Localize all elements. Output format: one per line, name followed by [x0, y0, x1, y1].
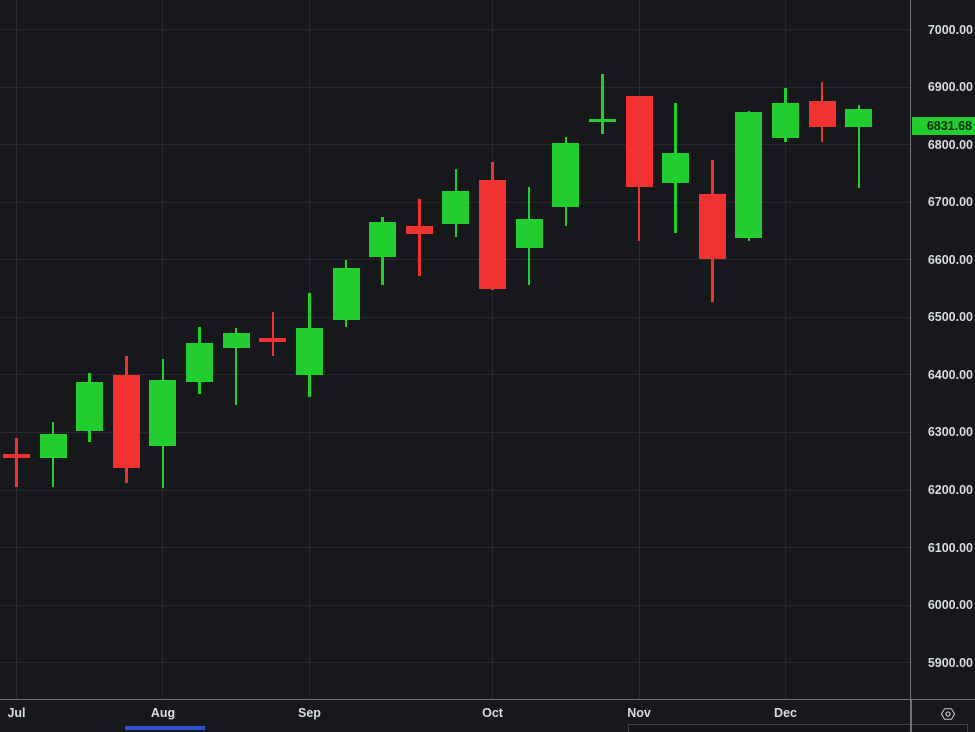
candle-body: [39, 433, 67, 458]
price-tick-label: 7000.00: [927, 22, 973, 37]
gear-icon: [940, 708, 956, 720]
candle-body: [222, 332, 250, 348]
time-tick-label: Aug: [150, 706, 176, 720]
candle-body: [772, 102, 800, 138]
gridline-vertical: [785, 0, 787, 699]
candle-wick: [234, 327, 238, 406]
candle-body: [588, 118, 616, 123]
candle-body: [405, 226, 433, 235]
candle-body: [515, 219, 543, 248]
candle-body: [259, 338, 287, 342]
price-tick-label: 6300.00: [927, 425, 973, 440]
price-scale-settings-button[interactable]: [934, 701, 962, 727]
gridline-horizontal: [0, 547, 910, 549]
candle-body: [186, 342, 214, 382]
gridline-horizontal: [0, 431, 910, 433]
candle-body: [552, 143, 580, 208]
gridline-vertical: [16, 0, 17, 699]
candle-body: [845, 108, 873, 127]
price-tick-label: 6800.00: [927, 137, 973, 152]
gridline-horizontal: [0, 144, 910, 146]
gridline-vertical: [162, 0, 164, 699]
price-tick-label: 6000.00: [927, 598, 973, 613]
candle-body: [808, 101, 836, 128]
candle-wick: [418, 199, 421, 277]
axis-corner-separator: [910, 699, 912, 732]
price-tick-label: 6900.00: [927, 80, 973, 95]
time-tick-label: Dec: [774, 706, 797, 720]
candle-body: [698, 193, 726, 259]
candle-wick: [601, 74, 604, 135]
bottom-panel-edge: [628, 724, 968, 732]
gridline-horizontal: [0, 489, 910, 491]
candle-body: [332, 267, 360, 320]
candle-wick: [857, 105, 860, 188]
candle-body: [442, 191, 470, 224]
candle-body: [149, 379, 177, 446]
price-tick-label: 6100.00: [927, 540, 973, 555]
time-tick-label: Nov: [627, 706, 651, 720]
time-tick-label: Oct: [482, 706, 503, 720]
candle-body: [735, 112, 763, 239]
candle-body: [295, 327, 323, 375]
gridline-vertical: [638, 0, 640, 699]
gridline-horizontal: [0, 662, 910, 664]
candle-wick: [271, 311, 275, 357]
bottom-blue-indicator: [125, 726, 205, 730]
candle-body: [76, 381, 104, 432]
candle-body: [662, 152, 690, 183]
gridline-horizontal: [0, 604, 910, 606]
price-tick-label: 6500.00: [927, 310, 973, 325]
candle-body: [625, 95, 653, 187]
chart-canvas[interactable]: [0, 0, 910, 699]
candle-body: [112, 374, 140, 468]
price-tick-label: 6400.00: [927, 367, 973, 382]
candle-body: [369, 221, 397, 258]
gridline-horizontal: [0, 316, 910, 318]
candle-body: [3, 454, 30, 458]
gridline-horizontal: [0, 259, 910, 261]
candle-wick: [15, 437, 18, 487]
price-tick-label: 5900.00: [927, 655, 973, 670]
price-axis[interactable]: 7000.00 6900.00 6800.00 6700.00 6600.00 6500.…: [910, 0, 975, 699]
candle-body: [479, 180, 507, 289]
price-tick-label: 6700.00: [927, 195, 973, 210]
gridline-horizontal: [0, 29, 910, 30]
gridline-vertical: [492, 0, 494, 699]
last-price-label: 6831.68: [911, 117, 975, 136]
time-tick-label: Sep: [297, 706, 321, 720]
price-tick-label: 6600.00: [927, 252, 973, 267]
time-tick-label: Jul: [7, 706, 26, 720]
gridline-horizontal: [0, 86, 910, 88]
gridline-horizontal: [0, 374, 910, 376]
price-tick-label: 6200.00: [927, 483, 973, 498]
